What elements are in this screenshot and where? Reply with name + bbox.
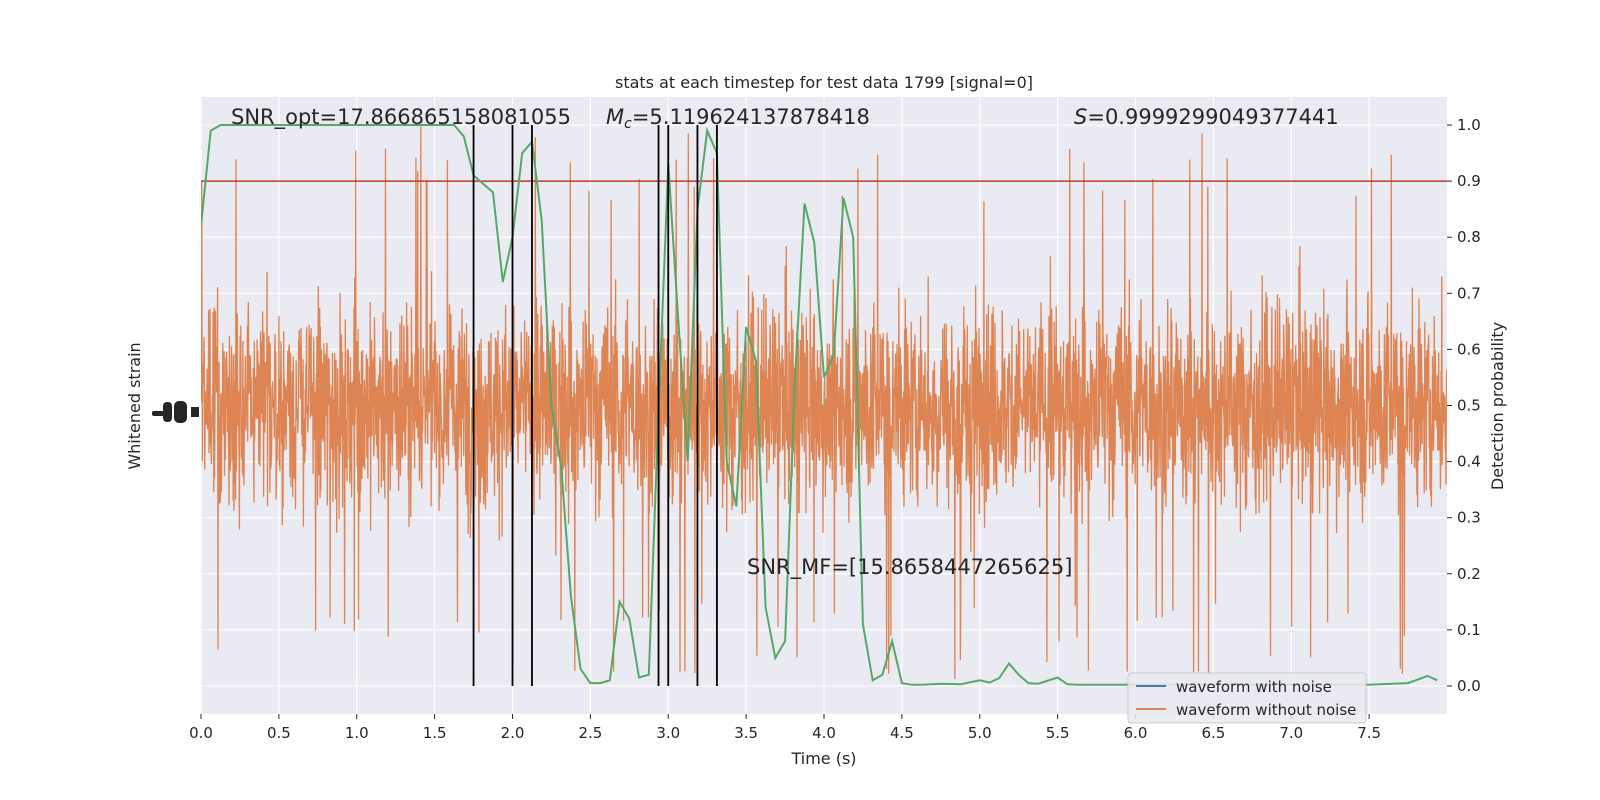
x-tick-label: 1.5 <box>423 724 447 742</box>
y-axis-label-right: Detection probability <box>1488 322 1507 490</box>
x-tick-label: 2.0 <box>501 724 525 742</box>
x-tick-label: 7.0 <box>1279 724 1303 742</box>
y-tick-label: 0.1 <box>1457 621 1481 639</box>
x-tick-label: 5.5 <box>1046 724 1070 742</box>
strain-line <box>201 126 1447 680</box>
y-tick-label: 0.0 <box>1457 677 1481 695</box>
y-axis-label-left: Whitened strain <box>125 342 144 469</box>
annotation-mc-value: =5.119624137878418 <box>632 105 870 129</box>
x-tick-label: 4.5 <box>890 724 914 742</box>
annotation-s-symbol: S <box>1074 105 1087 129</box>
legend: waveform with noise waveform without noi… <box>1127 672 1367 724</box>
annotation-mc: Mc=5.119624137878418 <box>606 105 870 132</box>
legend-label-with-noise: waveform with noise <box>1176 678 1332 696</box>
y-tick-label: 0.7 <box>1457 284 1481 302</box>
strain-series <box>201 126 1447 680</box>
legend-box <box>1127 672 1367 724</box>
y-tick-label: 0.8 <box>1457 228 1481 246</box>
x-tick-label: 0.5 <box>267 724 291 742</box>
probability-series <box>201 124 1447 686</box>
chart-title: stats at each timestep for test data 179… <box>615 73 1033 92</box>
x-axis-label: Time (s) <box>790 749 856 768</box>
x-tick-label: 4.0 <box>812 724 836 742</box>
y-tick-label: 0.5 <box>1457 397 1481 415</box>
annotation-s: S=0.9999299049377441 <box>1074 105 1339 129</box>
y-tick-label: 0.4 <box>1457 453 1481 471</box>
probability-line <box>201 124 1438 686</box>
vertical-lines <box>472 125 718 686</box>
y-tick-label: 0.3 <box>1457 509 1481 527</box>
x-tick-label: 5.0 <box>968 724 992 742</box>
x-tick-label: 6.5 <box>1201 724 1225 742</box>
y-tick-label: 0.6 <box>1457 340 1481 358</box>
y-tick-label: 0.2 <box>1457 565 1481 583</box>
x-tick-label: 0.0 <box>189 724 213 742</box>
x-tick-label: 6.0 <box>1124 724 1148 742</box>
legend-label-without-noise: waveform without noise <box>1176 701 1356 719</box>
x-tick-label: 3.5 <box>734 724 758 742</box>
x-tick-label: 3.0 <box>656 724 680 742</box>
annotation-snr-mf: SNR_MF=[15.8658447265625] <box>747 555 1072 580</box>
y-tick-label: 1.0 <box>1457 116 1481 134</box>
x-tick-label: 1.0 <box>345 724 369 742</box>
annotation-mc-sub: c <box>624 116 632 132</box>
y-tick-label: 0.9 <box>1457 172 1481 190</box>
annotation-s-value: =0.9999299049377441 <box>1087 105 1338 129</box>
annotation-snr-opt: SNR_opt=17.866865158081055 <box>231 105 571 130</box>
annotation-mc-symbol: M <box>606 105 624 129</box>
tick-labels: 0.0 0.5 1.0 1.5 2.0 2.5 3.0 3.5 4.0 4.5 5.0 5.5 6.0 6… <box>189 116 1481 742</box>
x-tick-label: 2.5 <box>578 724 602 742</box>
left-axis-tick-blob <box>152 401 199 423</box>
x-tick-label: 7.5 <box>1357 724 1381 742</box>
